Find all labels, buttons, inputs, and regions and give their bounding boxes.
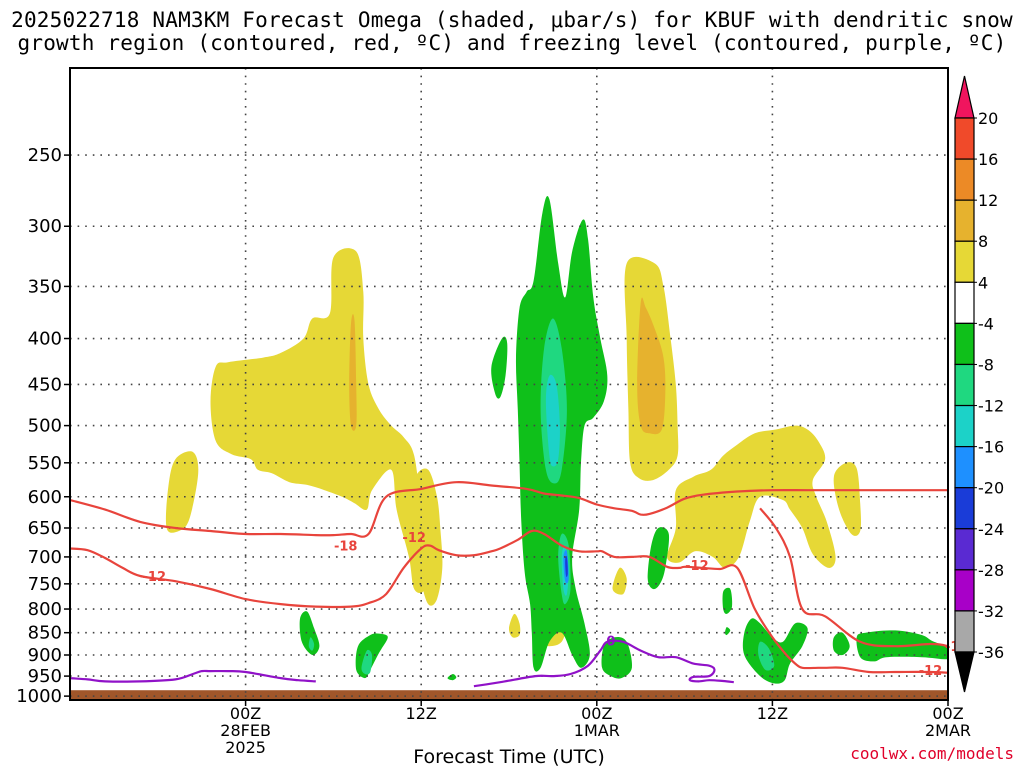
- y-tick-label-500: 500: [28, 416, 62, 437]
- omega-region-1: [210, 248, 427, 594]
- colorbar-box-10: [954, 528, 975, 571]
- y-tick-label-700: 700: [28, 547, 62, 568]
- omega-region-17: [601, 636, 633, 679]
- colorbar-label-5: -4: [978, 314, 994, 333]
- omega-region-27: [308, 637, 315, 651]
- contour-label-2-3: -12: [919, 664, 943, 679]
- omega-region-33: [565, 555, 568, 577]
- colorbar-box-12: [954, 610, 975, 653]
- y-tick-label-1000: 1000: [16, 686, 62, 707]
- y-tick-label-650: 650: [28, 518, 62, 539]
- colorbar-box-6: [954, 363, 975, 407]
- credit-text: coolwx.com/models: [850, 744, 1014, 763]
- colorbar-box-4: [954, 281, 975, 324]
- colorbar-box-1: [954, 158, 975, 201]
- colorbar-label-9: -20: [978, 479, 1004, 498]
- y-tick-label-300: 300: [28, 216, 62, 237]
- colorbar-box-9: [954, 487, 975, 530]
- colorbar-box-2: [954, 199, 975, 242]
- y-tick-label-350: 350: [28, 276, 62, 297]
- omega-region-26: [361, 649, 373, 675]
- omega-region-19: [722, 587, 733, 614]
- omega-region-28: [758, 641, 775, 671]
- colorbar-label-2: 12: [978, 191, 998, 210]
- colorbar-box-3: [954, 240, 975, 283]
- contour-line-3: [70, 669, 316, 683]
- contour-line-0: [70, 481, 948, 538]
- contour-line-1: [759, 507, 948, 648]
- x-tick-label-0-2: 2025: [225, 738, 266, 757]
- omega-region-12: [491, 336, 508, 399]
- colorbar-label-4: 4: [978, 273, 988, 292]
- omega-region-5: [612, 567, 627, 595]
- y-tick-label-550: 550: [28, 453, 62, 474]
- colorbar-label-1: 16: [978, 150, 998, 169]
- omega-region-2: [413, 468, 443, 606]
- omega-region-18: [647, 527, 670, 590]
- colorbar-label-0: 20: [978, 109, 998, 128]
- surface-terrain: [70, 690, 948, 700]
- colorbar-label-8: -16: [978, 438, 1004, 457]
- y-tick-label-750: 750: [28, 574, 62, 595]
- contour-label-2-0: -12: [143, 570, 167, 585]
- omega-region-8: [833, 462, 862, 536]
- colorbar-box-5: [954, 322, 975, 366]
- omega-region-3: [508, 613, 521, 638]
- contour-line-4: [473, 639, 734, 688]
- y-tick-label-850: 850: [28, 623, 62, 644]
- colorbar-box-7: [954, 404, 975, 448]
- omega-region-7: [666, 425, 836, 568]
- x-tick-label-1-0: 12Z: [406, 704, 437, 723]
- omega-region-0: [165, 451, 199, 533]
- contour-line-2: [70, 529, 948, 674]
- omega-region-10: [349, 314, 357, 431]
- x-tick-label-3-0: 12Z: [757, 704, 788, 723]
- colorbar-label-13: -36: [978, 643, 1004, 662]
- colorbar-box-11: [954, 569, 975, 612]
- y-tick-label-400: 400: [28, 329, 62, 350]
- y-tick-label-250: 250: [28, 145, 62, 166]
- y-tick-label-450: 450: [28, 374, 62, 395]
- colorbar-label-7: -12: [978, 397, 1004, 416]
- colorbar-box-8: [954, 446, 975, 489]
- contour-label-3-0: 0: [606, 634, 615, 649]
- contour-label-2-1: -12: [402, 531, 426, 546]
- omega-region-22: [832, 632, 850, 656]
- y-tick-label-600: 600: [28, 487, 62, 508]
- omega-region-30: [545, 374, 560, 467]
- omega-region-14: [299, 611, 320, 656]
- colorbar-bottom-arrow: [954, 651, 975, 693]
- contour-label-0-0: -18: [334, 540, 358, 555]
- x-tick-label-0-0: 00Z: [230, 704, 261, 723]
- chart-title-line2: growth region (contoured, red, ºC) and f…: [17, 31, 1007, 55]
- y-tick-label-900: 900: [28, 645, 62, 666]
- x-tick-label-2-0: 00Z: [581, 704, 612, 723]
- chart-title-line1: 2025022718 NAM3KM Forecast Omega (shaded…: [11, 8, 1013, 32]
- omega-region-21: [742, 618, 808, 684]
- contour-label-2-2: -12: [685, 559, 709, 574]
- colorbar-label-12: -32: [978, 602, 1004, 621]
- colorbar-top-arrow: [954, 75, 975, 119]
- omega-region-11: [637, 297, 666, 435]
- colorbar-box-0: [954, 117, 975, 160]
- colorbar-label-3: 8: [978, 232, 988, 251]
- colorbar-label-10: -24: [978, 520, 1004, 539]
- x-axis-title: Forecast Time (UTC): [413, 746, 605, 768]
- y-tick-label-800: 800: [28, 599, 62, 620]
- colorbar-label-11: -28: [978, 561, 1004, 580]
- x-tick-label-4-1: 2MAR: [925, 721, 971, 740]
- y-tick-label-950: 950: [28, 666, 62, 687]
- x-tick-label-4-0: 00Z: [932, 704, 963, 723]
- x-tick-label-2-1: 1MAR: [574, 721, 620, 740]
- omega-region-16: [447, 673, 457, 681]
- x-tick-label-0-1: 28FEB: [220, 721, 271, 740]
- omega-region-20: [725, 627, 731, 636]
- colorbar-label-6: -8: [978, 355, 994, 374]
